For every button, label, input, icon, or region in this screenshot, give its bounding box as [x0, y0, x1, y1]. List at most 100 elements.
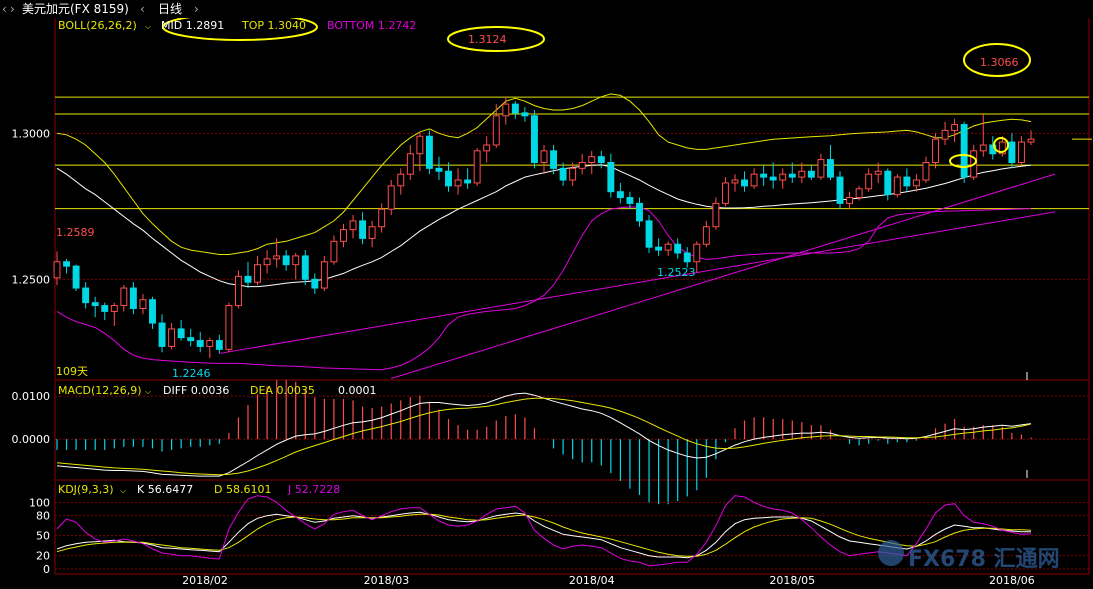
prev-period-button[interactable]: ‹ — [140, 2, 145, 16]
candle-body — [578, 162, 586, 169]
candle-body — [473, 150, 481, 184]
macd-indicator-name[interactable]: MACD(12,26,9) — [58, 384, 142, 397]
candle-body — [530, 115, 538, 164]
candle-body — [340, 229, 347, 242]
candle-body — [769, 176, 777, 181]
candle-body — [798, 170, 806, 178]
boll-top-value: TOP 1.3040 — [242, 19, 306, 32]
candle-body — [120, 287, 128, 307]
x-tick-label: 2018/02 — [182, 574, 228, 587]
trend-line — [391, 173, 1056, 380]
candle-body — [951, 124, 959, 131]
macd-y-tick-label: 0.0000 — [12, 433, 51, 446]
period-selector[interactable]: 日线 — [158, 2, 183, 16]
candle-body — [101, 305, 109, 312]
kdj-j-line — [56, 495, 1032, 567]
candle-body — [445, 170, 452, 187]
macd-diff-value: DIFF 0.0036 — [163, 384, 230, 397]
forward-icon[interactable]: › — [10, 2, 15, 16]
candle-body — [82, 287, 90, 304]
candle-body — [63, 261, 71, 267]
candle-body — [721, 182, 729, 204]
candle-body — [254, 264, 261, 283]
macd-diff-line — [56, 392, 1032, 477]
candle-body — [1008, 141, 1016, 164]
candle-body — [521, 112, 529, 117]
candle-body — [263, 258, 271, 266]
annotation-low-mid: 1.2523 — [657, 266, 696, 279]
candle-body — [368, 226, 376, 239]
highlight-ellipse-current — [993, 137, 1009, 153]
candle-body — [979, 144, 987, 152]
annotation-low-left: 1.2246 — [172, 367, 211, 380]
candle-body — [177, 328, 185, 339]
candle-body — [865, 173, 873, 190]
candle-body — [1027, 138, 1035, 143]
candle-body — [760, 173, 768, 178]
candle-body — [569, 167, 577, 181]
candle-body — [731, 179, 739, 184]
back-icon[interactable]: ‹ — [2, 2, 7, 16]
candle-body — [53, 261, 61, 279]
candle-body — [741, 179, 748, 187]
candle-body — [674, 243, 682, 254]
highlight-ellipse-high-left — [447, 26, 545, 52]
x-tick-label: 2018/03 — [364, 574, 410, 587]
kdj-y-tick-label: 100 — [29, 496, 50, 509]
candle-body — [702, 226, 710, 245]
candle-body — [244, 275, 252, 283]
watermark: FX678 汇通网 — [908, 547, 1060, 572]
candle-body — [932, 138, 939, 164]
kdj-indicator-name[interactable]: KDJ(9,3,3) — [58, 483, 114, 496]
candle-body — [387, 185, 395, 210]
candle-body — [234, 275, 242, 307]
candle-body — [492, 115, 500, 146]
highlight-ellipse-low — [949, 154, 977, 168]
candle-body — [292, 255, 300, 266]
candle-body — [874, 170, 882, 175]
candle-body — [655, 246, 663, 251]
candle-body — [301, 255, 309, 280]
kdj-menu-chevron-icon[interactable]: ⌵ — [120, 486, 127, 495]
candle-body — [903, 176, 911, 187]
candle-body — [607, 162, 615, 193]
annotation-high-left: 1.3124 — [468, 33, 507, 46]
next-period-button[interactable]: › — [194, 2, 199, 16]
candle-body — [1017, 141, 1025, 164]
candle-body — [664, 243, 672, 251]
candle-body — [922, 162, 930, 181]
boll-menu-chevron-icon[interactable]: ⌵ — [145, 22, 152, 31]
candle-body — [893, 176, 901, 196]
candle-body — [349, 220, 357, 231]
macd-menu-chevron-icon[interactable]: ⌵ — [145, 387, 152, 396]
candle-body — [91, 302, 99, 307]
kdj-y-tick-label: 0 — [43, 563, 50, 576]
candle-body — [359, 220, 367, 239]
kdj-k-line — [56, 511, 1031, 559]
candle-body — [149, 299, 156, 324]
kdj-d-line — [56, 513, 1032, 557]
boll-indicator-name[interactable]: BOLL(26,26,2) — [58, 19, 137, 32]
macd-macd-value: 0.0001 — [338, 384, 377, 397]
x-tick-label: 2018/06 — [989, 574, 1035, 587]
candle-body — [273, 255, 281, 260]
candle-body — [788, 173, 796, 178]
days-count-label: 109天 — [56, 365, 88, 378]
candle-body — [636, 202, 643, 222]
instrument-title: 美元加元(FX 8159) — [22, 2, 129, 16]
candle-body — [511, 103, 519, 114]
x-tick-label: 2018/05 — [769, 574, 815, 587]
candle-body — [827, 159, 834, 178]
candle-body — [416, 135, 424, 155]
candle-body — [884, 170, 892, 196]
price-y-tick-label: 1.3000 — [12, 127, 51, 140]
candle-body — [588, 156, 596, 164]
candle-body — [158, 322, 166, 347]
candle-body — [559, 167, 567, 181]
trend-line — [219, 211, 1055, 354]
kdj-d-value: D 58.6101 — [214, 483, 272, 496]
candle-body — [454, 179, 462, 187]
candle-body — [330, 240, 338, 263]
candle-body — [464, 179, 472, 184]
